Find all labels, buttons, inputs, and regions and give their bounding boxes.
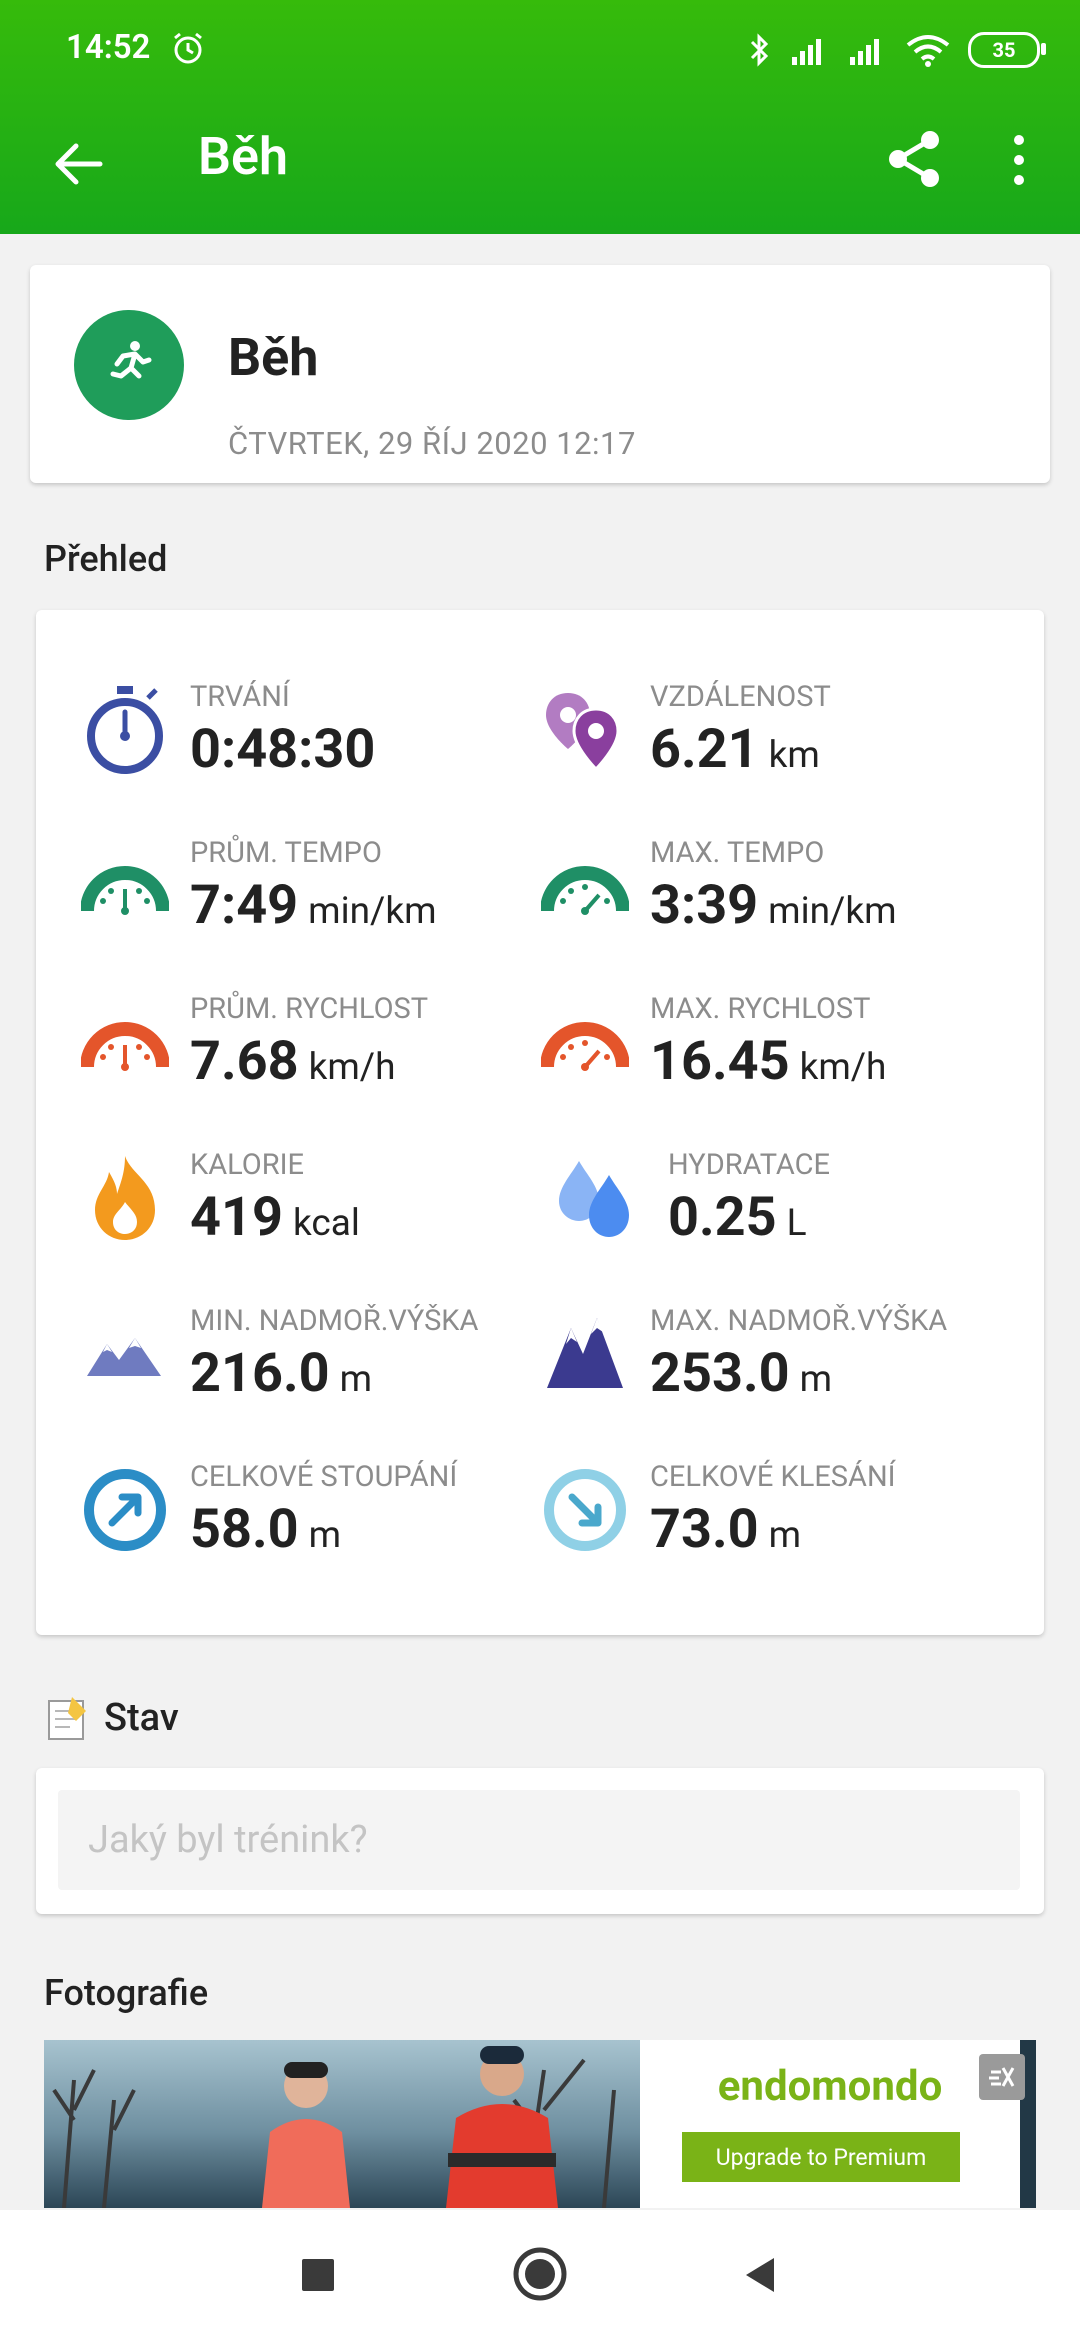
- memo-icon: [48, 1697, 86, 1740]
- runner-icon: [110, 341, 152, 379]
- gauge-icon: [540, 836, 630, 936]
- stat-label: PRŮM. RYCHLOST: [190, 992, 429, 1026]
- toolbar-title: Běh: [198, 126, 289, 187]
- stat-unit: km/h: [799, 1046, 887, 1089]
- stat-unit: km: [768, 734, 820, 777]
- upgrade-premium-button[interactable]: Upgrade to Premium: [682, 2132, 960, 2182]
- stat-value: 16.45: [650, 1030, 790, 1093]
- speedometer-icon: [80, 992, 170, 1092]
- stat-label: MIN. NADMOŘ.VÝŠKA: [190, 1304, 479, 1338]
- ad-brand-logo: endomondo: [717, 2062, 943, 2111]
- ad-panel: endomondo Upgrade to Premium: [640, 2040, 1020, 2208]
- stat-label: CELKOVÉ STOUPÁNÍ: [190, 1460, 458, 1494]
- stat-max-altitude: MAX. NADMOŘ.VÝŠKA 253.0 m: [540, 1304, 1000, 1454]
- map-pins-icon: [540, 680, 630, 780]
- home-icon[interactable]: [512, 2246, 568, 2302]
- stat-value: 7.68: [190, 1030, 299, 1093]
- stat-label: VZDÁLENOST: [650, 680, 831, 714]
- stat-duration: TRVÁNÍ 0:48:30: [80, 680, 540, 830]
- ad-photo: [44, 2040, 640, 2208]
- ad-banner[interactable]: endomondo Upgrade to Premium: [44, 2040, 1036, 2208]
- activity-card[interactable]: Běh ČTVRTEK, 29 ŘÍJ 2020 12:17: [30, 265, 1050, 483]
- arrow-down-right-circle-icon: [540, 1460, 630, 1560]
- stat-unit: L: [786, 1202, 807, 1245]
- recents-icon[interactable]: [298, 2250, 338, 2300]
- running-activity-icon: [74, 310, 184, 420]
- stat-label: KALORIE: [190, 1148, 305, 1182]
- bluetooth-icon: [750, 33, 769, 67]
- stat-max-pace: MAX. TEMPO 3:39 min/km: [540, 836, 1000, 986]
- stat-label: HYDRATACE: [668, 1148, 831, 1182]
- stat-hydration: HYDRATACE 0.25 L: [540, 1148, 1000, 1298]
- training-note-input[interactable]: [58, 1790, 1020, 1890]
- stat-avg-speed: PRŮM. RYCHLOST 7.68 km/h: [80, 992, 540, 1142]
- overview-title: Přehled: [44, 538, 168, 580]
- battery-indicator: 35: [968, 32, 1046, 68]
- system-nav-bar: [0, 2210, 1080, 2340]
- stat-unit: min/km: [308, 890, 437, 933]
- stat-calories: KALORIE 419 kcal: [80, 1148, 540, 1298]
- back-arrow-icon[interactable]: [50, 136, 106, 192]
- stat-value: 73.0: [650, 1498, 759, 1561]
- stat-unit: m: [768, 1514, 802, 1557]
- stat-label: TRVÁNÍ: [190, 680, 290, 714]
- status-card: [36, 1768, 1044, 1914]
- stat-value: 58.0: [190, 1498, 299, 1561]
- stat-label: CELKOVÉ KLESÁNÍ: [650, 1460, 896, 1494]
- stopwatch-icon: [80, 680, 170, 780]
- stat-total-descent: CELKOVÉ KLESÁNÍ 73.0 m: [540, 1460, 1000, 1610]
- signal-icon: [792, 39, 821, 65]
- stat-value: 3:39: [650, 874, 759, 937]
- stat-label: MAX. NADMOŘ.VÝŠKA: [650, 1304, 948, 1338]
- stat-distance: VZDÁLENOST 6.21 km: [540, 680, 1000, 830]
- stat-value: 6.21: [650, 718, 759, 781]
- photos-title: Fotografie: [44, 1972, 209, 2014]
- stat-value: 419: [190, 1186, 283, 1249]
- activity-date: ČTVRTEK, 29 ŘÍJ 2020 12:17: [228, 425, 636, 462]
- water-drops-icon: [540, 1148, 650, 1248]
- stat-unit: kcal: [292, 1202, 360, 1245]
- speedometer-icon: [540, 992, 630, 1092]
- back-triangle-icon[interactable]: [740, 2250, 780, 2300]
- alarm-icon: [174, 32, 202, 64]
- stat-label: PRŮM. TEMPO: [190, 836, 382, 870]
- stat-unit: m: [308, 1514, 342, 1557]
- stat-value: 253.0: [650, 1342, 790, 1405]
- status-time: 14:52: [66, 28, 151, 67]
- stat-min-altitude: MIN. NADMOŘ.VÝŠKA 216.0 m: [80, 1304, 540, 1454]
- stat-label: MAX. RYCHLOST: [650, 992, 871, 1026]
- status-section-title: Stav: [104, 1696, 179, 1740]
- battery-level: 35: [992, 38, 1016, 62]
- mountains-low-icon: [80, 1304, 170, 1404]
- stat-avg-pace: PRŮM. TEMPO 7:49 min/km: [80, 836, 540, 986]
- wifi-icon: [906, 35, 950, 67]
- signal-icon-2: [850, 39, 879, 65]
- stat-value: 0.25: [668, 1186, 777, 1249]
- stat-total-ascent: CELKOVÉ STOUPÁNÍ 58.0 m: [80, 1460, 540, 1610]
- stat-unit: m: [339, 1358, 373, 1401]
- stat-value: 216.0: [190, 1342, 330, 1405]
- overview-card: TRVÁNÍ 0:48:30 VZDÁLENOST 6.21 km PRŮM.: [36, 610, 1044, 1635]
- gauge-icon: [80, 836, 170, 936]
- stat-value: 0:48:30: [190, 718, 376, 781]
- flame-icon: [80, 1148, 170, 1248]
- stat-unit: km/h: [308, 1046, 396, 1089]
- more-options-icon[interactable]: [1004, 130, 1034, 190]
- share-icon[interactable]: [884, 128, 944, 190]
- mountains-high-icon: [540, 1304, 630, 1404]
- activity-name: Běh: [228, 327, 319, 388]
- stat-max-speed: MAX. RYCHLOST 16.45 km/h: [540, 992, 1000, 1142]
- status-section-header: Stav: [46, 1688, 179, 1748]
- status-bar: 14:52 35: [0, 0, 1080, 100]
- toolbar: Běh: [0, 110, 1080, 234]
- stat-unit: m: [799, 1358, 833, 1401]
- stat-unit: min/km: [768, 890, 897, 933]
- arrow-up-right-circle-icon: [80, 1460, 170, 1560]
- stat-value: 7:49: [190, 874, 299, 937]
- stat-label: MAX. TEMPO: [650, 836, 825, 870]
- app-header: 14:52 35: [0, 0, 1080, 234]
- ad-close-icon[interactable]: [979, 2054, 1025, 2100]
